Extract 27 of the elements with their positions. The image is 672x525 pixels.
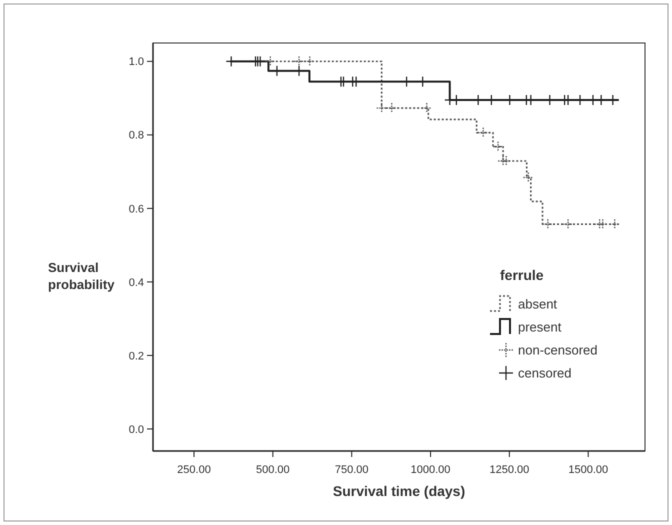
x-tick-label: 750.00	[334, 464, 369, 476]
y-tick-label: 0.8	[128, 130, 144, 142]
point	[492, 141, 504, 152]
point	[304, 56, 316, 67]
y-tick-label: 0.4	[128, 276, 144, 289]
legend-label: censored	[518, 366, 572, 381]
legend-label: absent	[518, 296, 558, 312]
point	[542, 218, 554, 230]
x-tick-label: 250.00	[177, 464, 211, 476]
x-axis-title: Survival time (days)	[332, 483, 466, 499]
y-tick-label: 0.0	[128, 424, 144, 436]
x-tick-label: 1500.00	[568, 464, 608, 476]
point	[264, 56, 276, 67]
legend-label: present	[518, 320, 562, 335]
x-tick-label: 500.00	[256, 464, 290, 476]
legend-label: non-censored	[518, 342, 598, 358]
legend-title: ferrule	[500, 267, 544, 283]
y-tick-label: 0.2	[128, 350, 144, 362]
y-tick-label: 1.0	[128, 56, 144, 68]
point	[478, 127, 489, 138]
point	[293, 56, 305, 67]
x-tick-label: 1250.00	[490, 464, 530, 476]
x-tick-label: 1000.00	[410, 464, 450, 476]
point	[594, 218, 606, 230]
point	[562, 218, 574, 230]
y-tick-label: 0.6	[128, 203, 144, 216]
y-axis-title: Survival probability	[48, 260, 116, 292]
